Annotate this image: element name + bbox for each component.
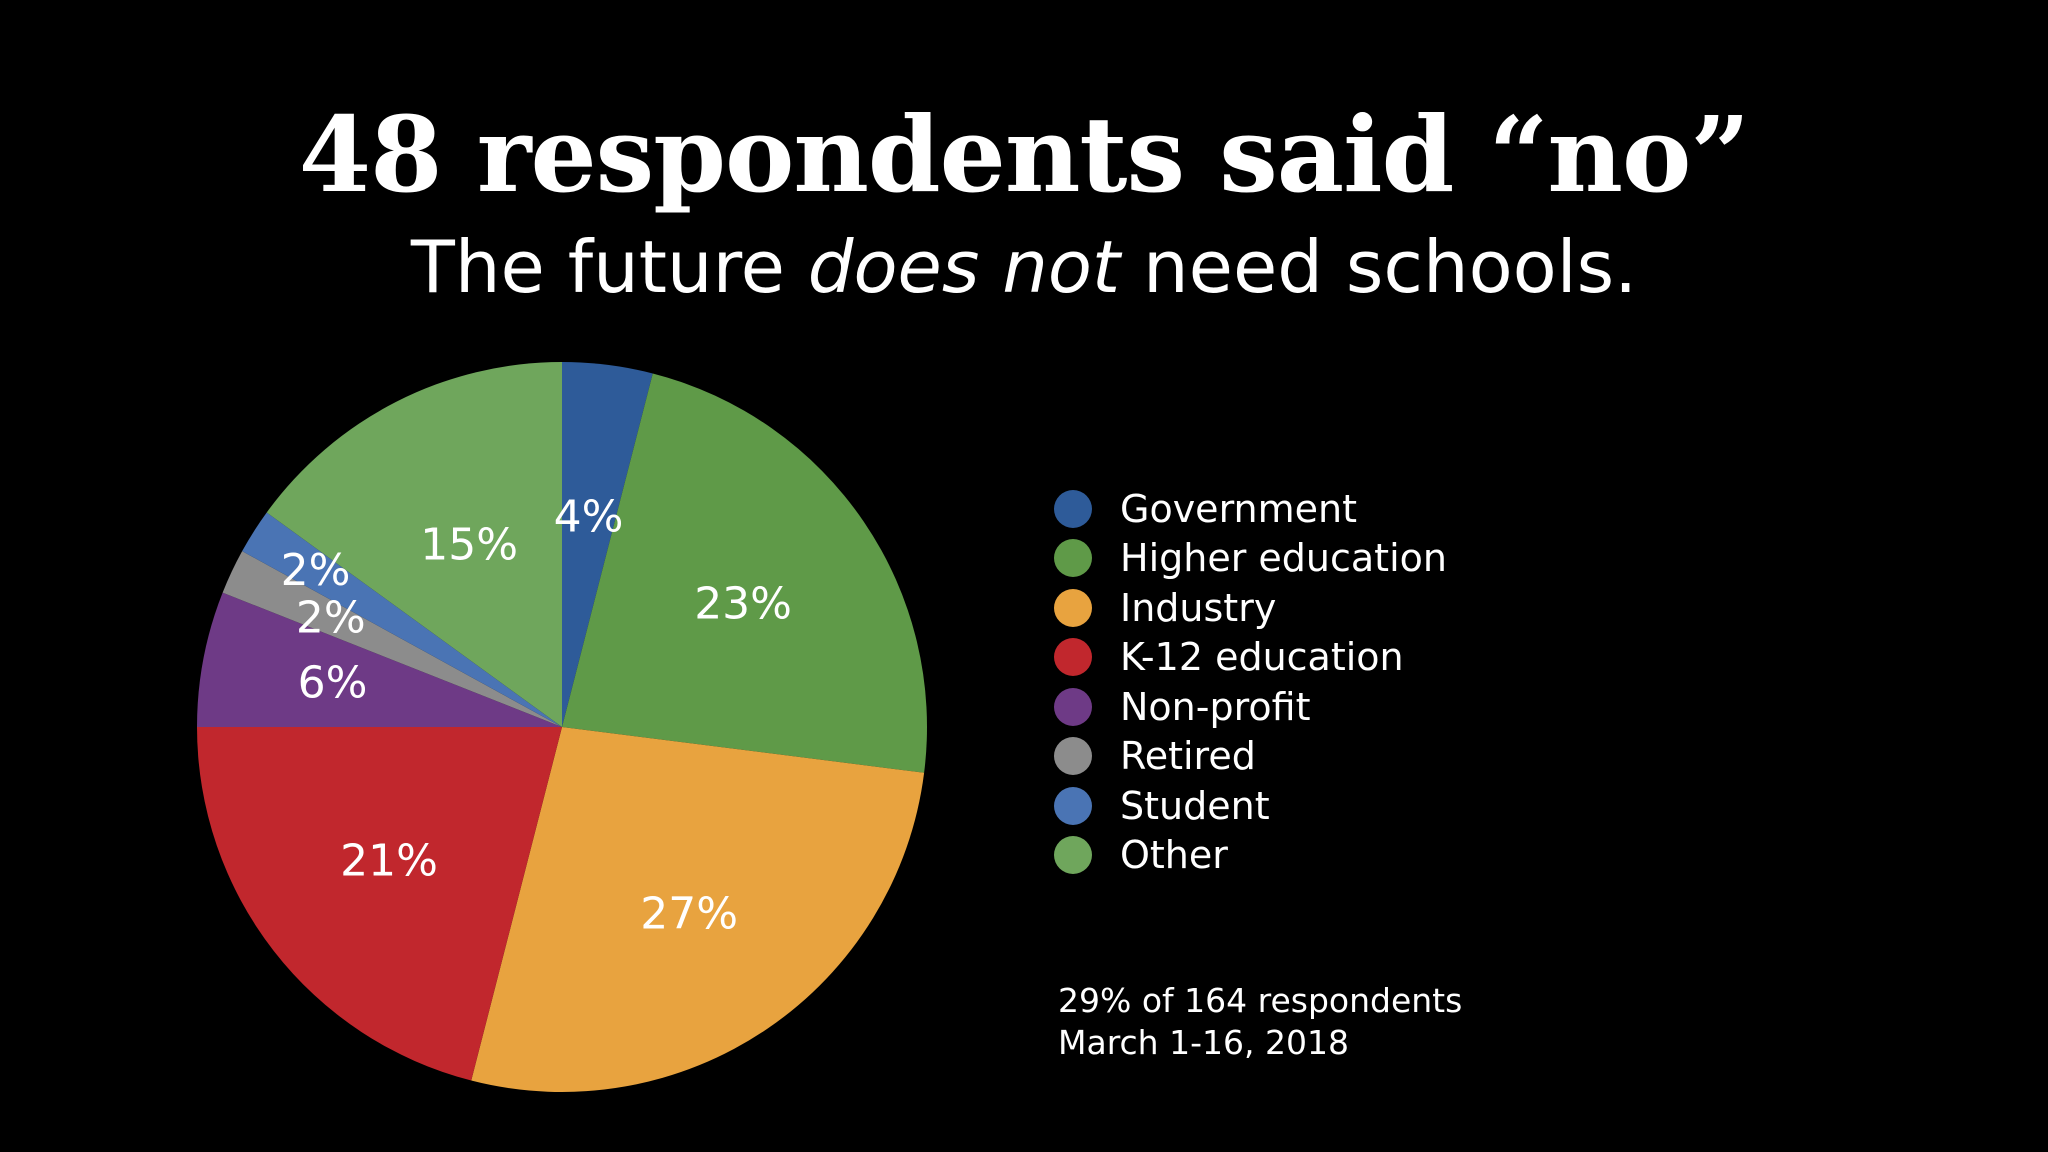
legend-label-k12-education: K-12 education (1120, 635, 1404, 680)
pie-label-non-profit: 6% (298, 658, 368, 709)
pie-slice-non-profit (197, 592, 562, 727)
legend-label-student: Student (1120, 783, 1270, 828)
legend-label-other: Other (1120, 833, 1228, 878)
pie-slice-industry (471, 727, 925, 1092)
legend-label-non-profit: Non-profit (1120, 684, 1311, 729)
legend-swatch-government (1054, 489, 1092, 528)
legend-item-government: Government (1054, 484, 1447, 534)
legend-swatch-student (1054, 786, 1092, 825)
subtitle-part1: The future (410, 225, 808, 309)
chart-subtitle: The future does not need schools. (0, 222, 2048, 312)
legend-item-non-profit: Non-profit (1054, 682, 1447, 732)
chart-title: 48 respondents said “no” (298, 93, 1750, 216)
legend-item-other: Other (1054, 831, 1447, 881)
legend-item-student: Student (1054, 781, 1447, 831)
legend-swatch-other (1054, 836, 1092, 875)
pie-label-student: 2% (281, 545, 351, 596)
legend-swatch-industry (1054, 588, 1092, 627)
legend-item-retired: Retired (1054, 732, 1447, 782)
pie-label-other: 15% (420, 519, 518, 570)
pie-slice-labels: 4% 23% 27% 21% 6% 2%2% 15% (281, 492, 792, 940)
pie-label-industry: 27% (640, 889, 738, 940)
pie-slices (197, 362, 927, 1092)
pie-label-government: 4% (554, 492, 624, 543)
pie-slice-student (242, 512, 562, 727)
legend-label-retired: Retired (1120, 734, 1256, 779)
legend: Government Higher education Industry K-1… (1054, 484, 1447, 880)
legend-swatch-retired (1054, 737, 1092, 776)
legend-swatch-higher-education (1054, 539, 1092, 578)
pie-slice-government (562, 362, 653, 727)
legend-item-higher-education: Higher education (1054, 534, 1447, 584)
legend-label-higher-education: Higher education (1120, 536, 1447, 581)
footnote: 29% of 164 respondents March 1-16, 2018 (1058, 980, 1462, 1064)
pie-label-k-12-education: 21% (340, 836, 438, 887)
legend-label-government: Government (1120, 486, 1357, 531)
subtitle-emphasis: does not (807, 225, 1121, 309)
pie-slice-k-12-education (197, 727, 562, 1081)
pie-label-retired: 2% (296, 593, 366, 644)
legend-label-industry: Industry (1120, 585, 1277, 630)
footnote-date-range: March 1-16, 2018 (1058, 1023, 1349, 1062)
footnote-respondents: 29% of 164 respondents (1058, 981, 1463, 1020)
pie-label-higher-education: 23% (694, 578, 792, 629)
legend-item-k12-education: K-12 education (1054, 633, 1447, 683)
pie-slice-other (266, 362, 562, 727)
pie-slice-retired (222, 551, 562, 727)
legend-swatch-k12-education (1054, 638, 1092, 677)
legend-item-industry: Industry (1054, 583, 1447, 633)
subtitle-part2: need schools. (1120, 225, 1638, 309)
pie-slice-higher-education (562, 373, 927, 773)
legend-swatch-non-profit (1054, 687, 1092, 726)
